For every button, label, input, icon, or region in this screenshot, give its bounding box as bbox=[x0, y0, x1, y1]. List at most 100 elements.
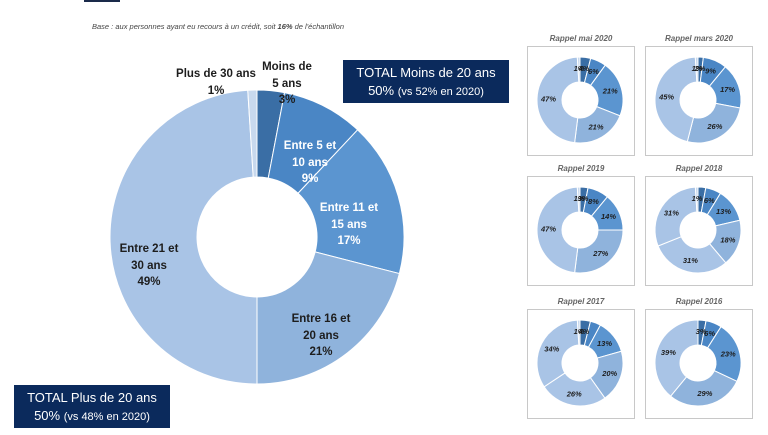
mini-donut-2-label-1: 9% bbox=[705, 67, 716, 76]
mini-donut-3-label-1: 8% bbox=[588, 197, 599, 206]
mini-donut-1-label-2: 21% bbox=[602, 87, 618, 96]
panel-title: Rappel 2016 bbox=[675, 297, 723, 306]
mini-donut-5-label-4: 26% bbox=[566, 390, 582, 399]
panel-rappel-mars-2020: Rappel mars 2020 2% 9% 17% 26% 45% 1% bbox=[645, 34, 753, 156]
panel-title: Rappel 2019 bbox=[557, 164, 605, 173]
panel-title: Rappel 2018 bbox=[675, 164, 723, 173]
mini-donut-3-label-5: 1% bbox=[574, 194, 585, 203]
mini-donut-2-label-5: 1% bbox=[692, 64, 703, 73]
label-21-30-value: 49% bbox=[137, 276, 161, 289]
panel-frame bbox=[645, 309, 753, 419]
label-11-15-line2: 15 ans bbox=[331, 218, 367, 231]
label-16-20-line1: Entre 16 et bbox=[291, 313, 351, 325]
base-note: Base : aux personnes ayant eu recours à … bbox=[92, 22, 344, 31]
mini-donut-6-label-3: 29% bbox=[696, 389, 712, 398]
mini-donut-4-slice-6 bbox=[694, 186, 699, 213]
header-rule bbox=[84, 0, 120, 2]
mini-donut-1-label-0: 4% bbox=[577, 64, 589, 73]
panel-frame bbox=[527, 309, 635, 419]
panel-frame bbox=[527, 46, 635, 156]
mini-donut-5-label-2: 13% bbox=[597, 339, 612, 348]
total-moins20-note: (vs 52% en 2020) bbox=[397, 85, 484, 98]
label-moins5-line2: 5 ans bbox=[272, 77, 302, 90]
label-entre-5-et-10: Entre 5 et 10 ans 9% bbox=[272, 138, 348, 188]
total-moins-de-20-box: TOTAL Moins de 20 ans 50% (vs 52% en 202… bbox=[343, 60, 509, 104]
panel-frame bbox=[527, 176, 635, 286]
mini-donut-6-label-0: 3% bbox=[696, 327, 707, 336]
mini-donut-6-slice-4 bbox=[654, 319, 699, 397]
mini-donut-mai-2020: 4%6% 21% 21% 47% 1% bbox=[536, 56, 624, 144]
mini-donut-1-label-4: 47% bbox=[540, 95, 556, 104]
mini-donut-1-label-3: 21% bbox=[587, 123, 603, 132]
total-plus-de-20-box: TOTAL Plus de 20 ans 50% (vs 48% en 2020… bbox=[14, 385, 170, 429]
base-prefix: Base : aux personnes ayant eu recours à … bbox=[92, 22, 278, 31]
mini-donut-3-label-0: 3% bbox=[578, 194, 589, 203]
label-5-10-value: 9% bbox=[301, 173, 319, 186]
label-entre-16-et-20: Entre 16 et 20 ans 21% bbox=[280, 311, 362, 361]
main-donut-slice-3 bbox=[256, 251, 400, 385]
mini-donut-4-label-2: 13% bbox=[716, 207, 731, 216]
label-16-20-value: 21% bbox=[309, 346, 333, 359]
mini-donut-2-label-3: 26% bbox=[706, 122, 722, 131]
mini-donut-1-label-1: 6% bbox=[588, 67, 599, 76]
panel-rappel-2018: Rappel 2018 6% 13% 18% 31% 31% 1% bbox=[645, 164, 753, 286]
mini-donut-6-label-4: 39% bbox=[661, 348, 676, 357]
panel-title: Rappel mars 2020 bbox=[664, 34, 734, 43]
mini-donut-3-slice-5 bbox=[576, 186, 581, 213]
mini-donut-3-slice-3 bbox=[574, 229, 624, 274]
mini-donut-2017: 4% 13% 20% 26% 34% 1% bbox=[536, 319, 624, 407]
label-moins-de-5-ans: Moins de 5 ans 3% bbox=[254, 59, 320, 109]
mini-donut-2-slice-4 bbox=[654, 56, 698, 143]
label-moins5-line1: Moins de bbox=[262, 61, 312, 73]
mini-donut-3-label-2: 14% bbox=[601, 212, 616, 221]
label-entre-11-et-15: Entre 11 et 15 ans 17% bbox=[308, 200, 390, 250]
total-moins20-title: TOTAL Moins de 20 ans bbox=[356, 65, 496, 80]
mini-donut-1-label-5: 1% bbox=[574, 64, 585, 73]
mini-donut-6-label-2: 23% bbox=[720, 350, 736, 359]
mini-donut-1-slice-5 bbox=[576, 56, 581, 83]
panel-frame bbox=[645, 176, 753, 286]
mini-donut-4-label-5: 31% bbox=[664, 209, 679, 218]
panel-rappel-mai-2020: Rappel mai 2020 4% 6% 21% 21% 47% 1% bbox=[527, 34, 635, 156]
mini-donut-2018: 6%13% 18% 31% 31% 1% bbox=[654, 186, 742, 274]
label-plus-de-30-ans: Plus de 30 ans 1% bbox=[170, 66, 262, 99]
main-donut-slice-2 bbox=[297, 129, 405, 275]
panel-frame bbox=[645, 46, 753, 156]
mini-donut-3-label-3: 27% bbox=[592, 249, 608, 258]
mini-donut-6-label-1: 6% bbox=[704, 329, 715, 338]
base-pct: 16% bbox=[277, 22, 293, 31]
label-5-10-line2: 10 ans bbox=[292, 156, 328, 169]
mini-donut-4-label-1: 6% bbox=[704, 196, 715, 205]
mini-donut-4-label-4: 31% bbox=[683, 256, 698, 265]
mini-donut-2016: 3%6% 23% 29% 39% bbox=[654, 319, 742, 407]
mini-donut-5-label-6: 1% bbox=[574, 327, 585, 336]
total-plus20-value: 50% bbox=[34, 407, 61, 423]
mini-donut-2-slice-5 bbox=[694, 56, 699, 83]
label-moins5-value: 3% bbox=[278, 94, 296, 107]
main-donut-slice-4 bbox=[109, 89, 258, 385]
label-21-30-line1: Entre 21 et bbox=[119, 243, 179, 255]
mini-donut-1-slice-4 bbox=[536, 56, 580, 144]
mini-donut-4-slice-4 bbox=[657, 236, 727, 274]
panel-title: Rappel 2017 bbox=[557, 297, 605, 306]
mini-donut-2019: 3% 8%14% 27% 47% 1% bbox=[536, 186, 624, 274]
mini-donut-3-label-4: 47% bbox=[540, 225, 556, 234]
mini-donut-4-label-3: 18% bbox=[720, 235, 735, 244]
mini-donut-5-label-3: 20% bbox=[601, 369, 617, 378]
base-suffix: de l'échantillon bbox=[292, 22, 345, 31]
mini-donut-2-label-0: 2% bbox=[694, 64, 706, 73]
label-entre-21-et-30: Entre 21 et 30 ans 49% bbox=[104, 241, 194, 291]
mini-donut-5-label-5: 34% bbox=[544, 345, 559, 354]
panel-rappel-2017: Rappel 2017 4% 13% 20% 26% 34% 1% bbox=[527, 297, 635, 419]
label-5-10-line1: Entre 5 et bbox=[283, 140, 337, 152]
mini-donut-3-slice-4 bbox=[536, 186, 580, 274]
mini-donut-4-label-6: 1% bbox=[692, 194, 703, 203]
mini-donut-5-slice-5 bbox=[536, 319, 580, 388]
label-21-30-line2: 30 ans bbox=[131, 259, 167, 272]
panel-title: Rappel mai 2020 bbox=[549, 34, 613, 43]
total-plus20-title: TOTAL Plus de 20 ans bbox=[27, 390, 157, 405]
mini-donut-4-slice-5 bbox=[654, 186, 698, 247]
label-plus30-value: 1% bbox=[207, 84, 225, 97]
mini-donut-2-label-4: 45% bbox=[658, 93, 674, 102]
panel-rappel-2016: Rappel 2016 3% 6% 23% 29% 39% bbox=[645, 297, 753, 419]
